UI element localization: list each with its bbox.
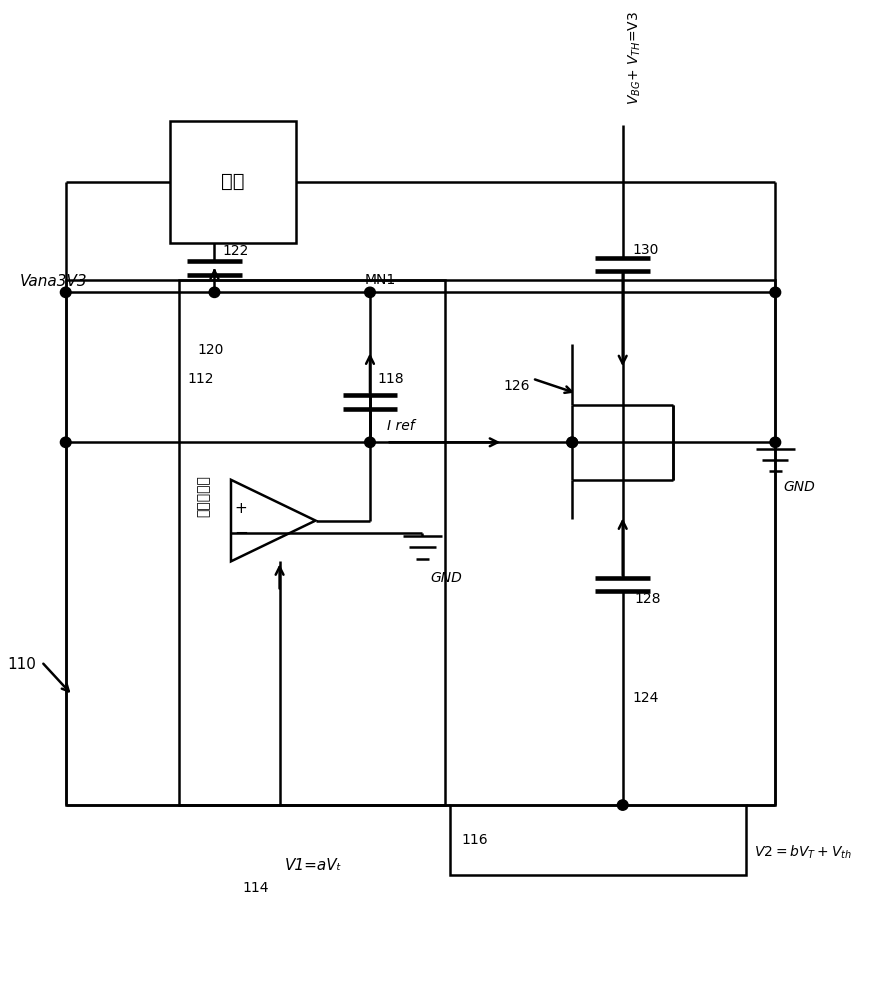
Circle shape — [567, 437, 578, 447]
Text: $V_{BG}$+ $V_{TH}$=V3: $V_{BG}$+ $V_{TH}$=V3 — [626, 11, 643, 105]
Circle shape — [567, 437, 578, 447]
Circle shape — [209, 287, 220, 297]
Text: V1=aVₜ: V1=aVₜ — [284, 858, 341, 873]
Text: +: + — [234, 501, 247, 516]
Text: 116: 116 — [461, 833, 488, 847]
Text: −: − — [234, 524, 247, 542]
Circle shape — [365, 287, 375, 297]
Text: 130: 130 — [632, 243, 659, 257]
Text: $V2=bV_T+V_{th}$: $V2=bV_T+V_{th}$ — [754, 843, 852, 861]
Text: 122: 122 — [222, 244, 248, 258]
Bar — [170, 121, 296, 243]
Text: 112: 112 — [188, 372, 214, 386]
Circle shape — [770, 437, 781, 447]
Circle shape — [61, 287, 71, 297]
Text: MN1: MN1 — [365, 273, 396, 287]
Text: 110: 110 — [8, 657, 37, 672]
Text: 118: 118 — [378, 372, 404, 386]
Text: GND: GND — [431, 571, 462, 585]
Text: GND: GND — [783, 480, 815, 494]
Text: 114: 114 — [243, 881, 269, 895]
Text: 运算放大器: 运算放大器 — [197, 475, 211, 517]
Text: 镜像: 镜像 — [221, 172, 245, 191]
Circle shape — [61, 437, 71, 447]
Text: Vana3V3: Vana3V3 — [20, 274, 88, 289]
Bar — [180, 280, 445, 805]
Circle shape — [770, 287, 781, 297]
Text: 126: 126 — [503, 379, 530, 393]
Text: 128: 128 — [634, 592, 661, 606]
Bar — [450, 805, 746, 875]
Text: 120: 120 — [197, 343, 224, 357]
Text: 124: 124 — [632, 691, 659, 705]
Bar — [66, 280, 775, 805]
Circle shape — [365, 437, 375, 447]
Text: I ref: I ref — [387, 419, 414, 433]
Circle shape — [617, 800, 628, 810]
